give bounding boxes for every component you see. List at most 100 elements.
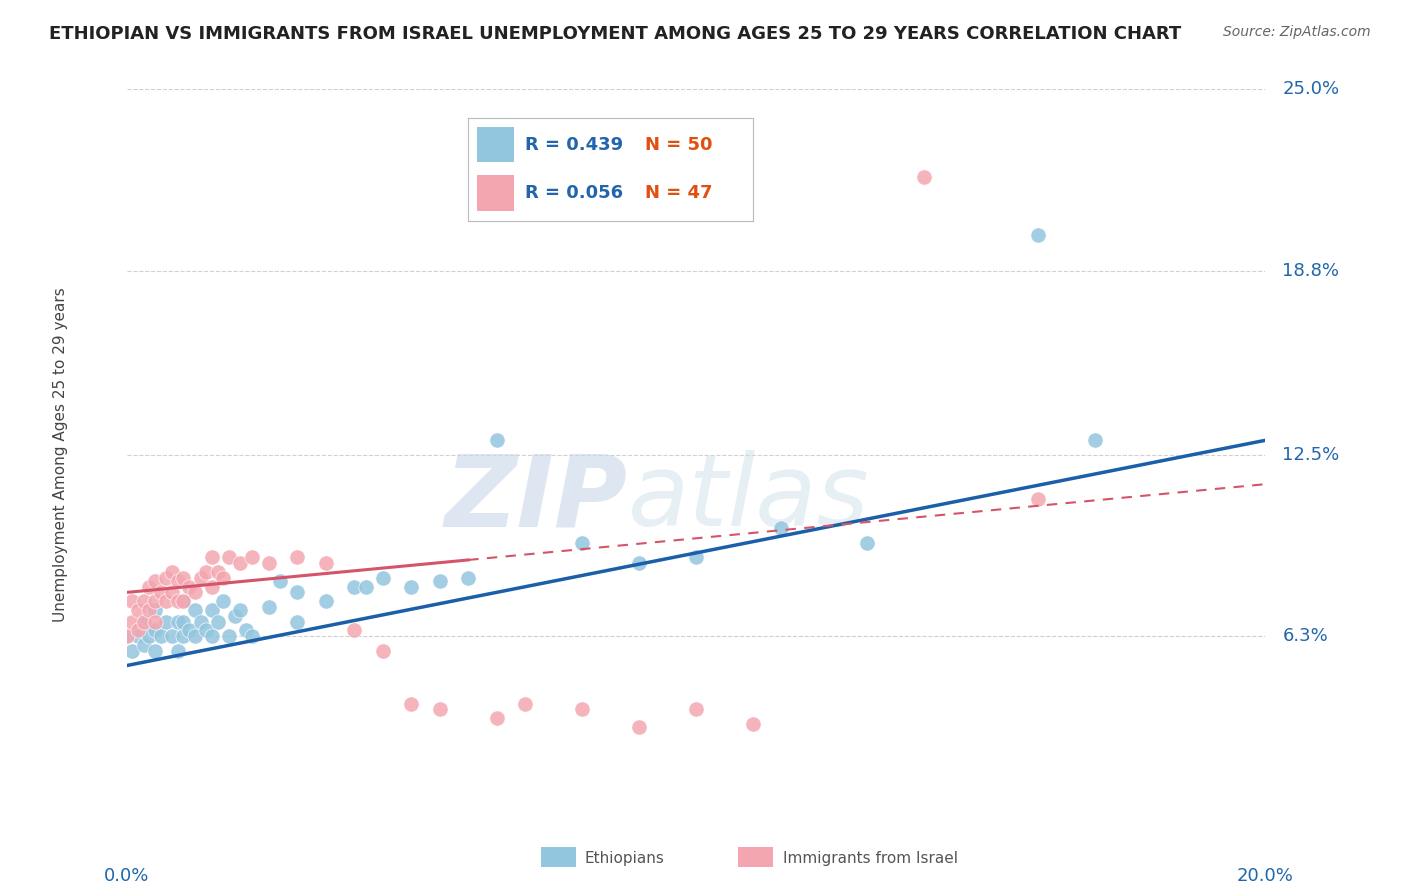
Point [179,580,201,594]
Point [115,629,138,643]
Text: ETHIOPIAN VS IMMIGRANTS FROM ISRAEL UNEMPLOYMENT AMONG AGES 25 TO 29 YEARS CORRE: ETHIOPIAN VS IMMIGRANTS FROM ISRAEL UNEM… [49,25,1181,43]
Point [160,585,183,599]
Text: 6.3%: 6.3% [1282,627,1329,645]
Point [343,580,366,594]
Point [1084,434,1107,448]
Point [218,550,240,565]
Point [207,615,229,629]
Text: 0.0%: 0.0% [104,867,149,886]
Point [160,565,183,579]
Point [172,594,194,608]
Point [166,615,188,629]
Text: 20.0%: 20.0% [1237,867,1294,886]
Point [315,556,337,570]
Point [201,629,224,643]
Point [429,702,451,716]
Point [201,580,224,594]
Point [172,629,194,643]
Point [628,556,651,570]
Point [201,603,224,617]
Point [132,615,155,629]
Text: 25.0%: 25.0% [1282,80,1340,98]
Point [172,571,194,585]
Point [121,594,143,608]
Point [195,565,218,579]
Point [184,603,207,617]
Point [212,571,235,585]
Text: 18.8%: 18.8% [1282,261,1340,279]
Point [132,638,155,652]
Text: Immigrants from Israel: Immigrants from Israel [783,851,957,865]
Point [229,556,252,570]
Point [571,535,593,549]
Point [201,550,224,565]
Point [172,615,194,629]
Point [240,629,263,643]
Point [121,644,143,658]
Point [224,608,246,623]
Point [429,574,451,588]
Point [742,717,765,731]
Text: atlas: atlas [627,450,869,548]
Point [127,629,149,643]
Point [166,594,188,608]
Point [138,629,160,643]
Point [184,629,207,643]
Point [485,434,508,448]
Point [287,585,309,599]
Point [160,629,183,643]
Point [195,624,218,638]
Point [179,624,201,638]
Point [127,603,149,617]
Point [457,571,479,585]
Point [269,574,291,588]
Point [628,720,651,734]
Point [912,169,935,184]
Point [343,624,366,638]
Point [143,644,166,658]
Point [401,580,423,594]
Point [240,550,263,565]
Point [155,615,177,629]
Point [143,624,166,638]
Point [138,580,160,594]
Point [132,594,155,608]
Point [172,594,194,608]
Text: 12.5%: 12.5% [1282,446,1340,464]
Point [143,615,166,629]
Point [166,644,188,658]
Text: Unemployment Among Ages 25 to 29 years: Unemployment Among Ages 25 to 29 years [53,287,67,623]
Point [515,697,537,711]
Text: Source: ZipAtlas.com: Source: ZipAtlas.com [1223,25,1371,39]
Text: ZIP: ZIP [444,450,627,548]
Point [143,603,166,617]
Point [685,702,707,716]
Point [207,565,229,579]
Point [401,697,423,711]
Point [229,603,252,617]
Point [149,585,172,599]
Point [143,574,166,588]
Point [257,600,280,615]
Point [138,603,160,617]
Point [218,629,240,643]
Point [354,580,377,594]
Point [235,624,257,638]
Point [371,644,394,658]
Point [149,629,172,643]
Point [184,585,207,599]
Point [571,702,593,716]
Point [115,629,138,643]
Point [166,574,188,588]
Point [121,615,143,629]
Point [1026,491,1049,506]
Point [315,594,337,608]
Point [190,615,212,629]
Point [155,571,177,585]
Point [770,521,793,535]
Point [287,550,309,565]
Point [485,711,508,725]
Point [257,556,280,570]
Point [287,615,309,629]
Point [212,594,235,608]
